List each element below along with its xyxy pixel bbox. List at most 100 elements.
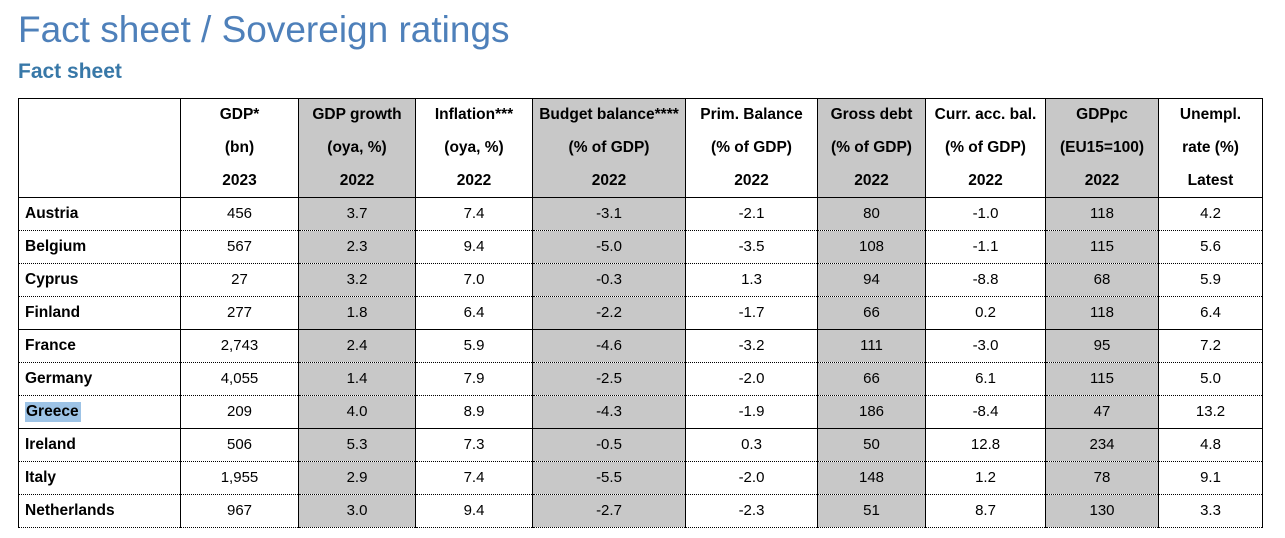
- value-cell: -3.5: [685, 230, 818, 264]
- header-title-cell-0: [18, 98, 181, 132]
- value-cell: 7.3: [415, 428, 533, 462]
- table-header: GDP* GDP growth Inflation*** Budget balance…: [18, 98, 1263, 198]
- value-cell: 0.2: [925, 296, 1046, 330]
- header-unit-cell-6: (% of GDP): [817, 131, 926, 165]
- country-cell: Cyprus: [18, 263, 181, 297]
- value-cell: 1,955: [180, 461, 299, 495]
- value-cell: 66: [817, 362, 926, 396]
- value-cell: -2.5: [532, 362, 686, 396]
- table-row-belgium: Belgium 567 2.3 9.4 -5.0 -3.5 108 -1.1 115 5.6: [18, 230, 1263, 264]
- table-row-ireland: Ireland 506 5.3 7.3 -0.5 0.3 50 12.8 234 4.8: [18, 428, 1263, 462]
- value-cell: 13.2: [1158, 395, 1263, 429]
- value-cell: -3.2: [685, 329, 818, 363]
- country-cell: Greece: [18, 395, 181, 429]
- value-cell: 8.9: [415, 395, 533, 429]
- header-title-cell-4: Budget balance****: [532, 98, 686, 132]
- table-row-italy: Italy 1,955 2.9 7.4 -5.5 -2.0 148 1.2 78 9.1: [18, 461, 1263, 495]
- value-cell: 3.3: [1158, 494, 1263, 528]
- value-cell: 51: [817, 494, 926, 528]
- value-cell: -3.1: [532, 197, 686, 231]
- value-cell: 95: [1045, 329, 1159, 363]
- value-cell: 6.4: [1158, 296, 1263, 330]
- value-cell: 111: [817, 329, 926, 363]
- header-title-row: GDP* GDP growth Inflation*** Budget balance…: [18, 98, 1263, 132]
- header-unit-cell-1: (bn): [180, 131, 299, 165]
- value-cell: 5.9: [1158, 263, 1263, 297]
- value-cell: 456: [180, 197, 299, 231]
- header-unit-cell-8: (EU15=100): [1045, 131, 1159, 165]
- header-unit-cell-4: (% of GDP): [532, 131, 686, 165]
- value-cell: -0.5: [532, 428, 686, 462]
- selected-text-highlight: Greece: [25, 401, 81, 422]
- value-cell: 7.0: [415, 263, 533, 297]
- value-cell: 78: [1045, 461, 1159, 495]
- country-cell: Austria: [18, 197, 181, 231]
- value-cell: -1.0: [925, 197, 1046, 231]
- header-title-cell-7: Curr. acc. bal.: [925, 98, 1046, 132]
- value-cell: 27: [180, 263, 299, 297]
- header-title-cell-1: GDP*: [180, 98, 299, 132]
- value-cell: 115: [1045, 230, 1159, 264]
- value-cell: -1.1: [925, 230, 1046, 264]
- value-cell: 3.7: [298, 197, 416, 231]
- page-subtitle: Fact sheet: [18, 59, 122, 83]
- value-cell: 234: [1045, 428, 1159, 462]
- value-cell: 66: [817, 296, 926, 330]
- country-cell: Finland: [18, 296, 181, 330]
- value-cell: 7.2: [1158, 329, 1263, 363]
- header-year-cell-1: 2023: [180, 164, 299, 198]
- value-cell: -2.1: [685, 197, 818, 231]
- value-cell: 2,743: [180, 329, 299, 363]
- header-unit-cell-3: (oya, %): [415, 131, 533, 165]
- value-cell: -5.0: [532, 230, 686, 264]
- country-cell: Ireland: [18, 428, 181, 462]
- value-cell: 5.0: [1158, 362, 1263, 396]
- country-cell: Italy: [18, 461, 181, 495]
- value-cell: 68: [1045, 263, 1159, 297]
- header-title-cell-5: Prim. Balance: [685, 98, 818, 132]
- value-cell: -4.6: [532, 329, 686, 363]
- value-cell: 1.3: [685, 263, 818, 297]
- header-title-cell-3: Inflation***: [415, 98, 533, 132]
- sovereign-ratings-table: GDP* GDP growth Inflation*** Budget balance…: [18, 97, 1263, 528]
- table-row-finland: Finland 277 1.8 6.4 -2.2 -1.7 66 0.2 118 6.4: [18, 296, 1263, 330]
- value-cell: -8.4: [925, 395, 1046, 429]
- value-cell: 186: [817, 395, 926, 429]
- table-row-austria: Austria 456 3.7 7.4 -3.1 -2.1 80 -1.0 118 4.2: [18, 197, 1263, 231]
- value-cell: 115: [1045, 362, 1159, 396]
- header-year-cell-0: [18, 164, 181, 198]
- value-cell: 50: [817, 428, 926, 462]
- header-unit-cell-9: rate (%): [1158, 131, 1263, 165]
- value-cell: 108: [817, 230, 926, 264]
- header-unit-cell-5: (% of GDP): [685, 131, 818, 165]
- value-cell: -2.0: [685, 362, 818, 396]
- value-cell: 2.4: [298, 329, 416, 363]
- value-cell: 4.8: [1158, 428, 1263, 462]
- value-cell: 118: [1045, 296, 1159, 330]
- value-cell: 9.1: [1158, 461, 1263, 495]
- value-cell: 4.2: [1158, 197, 1263, 231]
- value-cell: -1.9: [685, 395, 818, 429]
- value-cell: 1.4: [298, 362, 416, 396]
- table-row-netherlands: Netherlands 967 3.0 9.4 -2.7 -2.3 51 8.7 130 3.3: [18, 494, 1263, 528]
- value-cell: -2.7: [532, 494, 686, 528]
- table-body: Austria 456 3.7 7.4 -3.1 -2.1 80 -1.0 118 4.2 Belg…: [18, 197, 1263, 528]
- value-cell: 5.9: [415, 329, 533, 363]
- value-cell: 967: [180, 494, 299, 528]
- value-cell: 4,055: [180, 362, 299, 396]
- header-title-cell-8: GDPpc: [1045, 98, 1159, 132]
- table-row-greece: Greece 209 4.0 8.9 -4.3 -1.9 186 -8.4 47 13.2: [18, 395, 1263, 429]
- header-year-row: 2023 2022 2022 2022 2022 2022 2022 2022 Latest: [18, 164, 1263, 198]
- value-cell: 8.7: [925, 494, 1046, 528]
- header-unit-cell-2: (oya, %): [298, 131, 416, 165]
- header-year-cell-7: 2022: [925, 164, 1046, 198]
- header-title-cell-6: Gross debt: [817, 98, 926, 132]
- value-cell: -1.7: [685, 296, 818, 330]
- value-cell: 1.8: [298, 296, 416, 330]
- value-cell: -5.5: [532, 461, 686, 495]
- value-cell: 2.9: [298, 461, 416, 495]
- header-year-cell-3: 2022: [415, 164, 533, 198]
- value-cell: -3.0: [925, 329, 1046, 363]
- country-cell: Belgium: [18, 230, 181, 264]
- value-cell: 7.9: [415, 362, 533, 396]
